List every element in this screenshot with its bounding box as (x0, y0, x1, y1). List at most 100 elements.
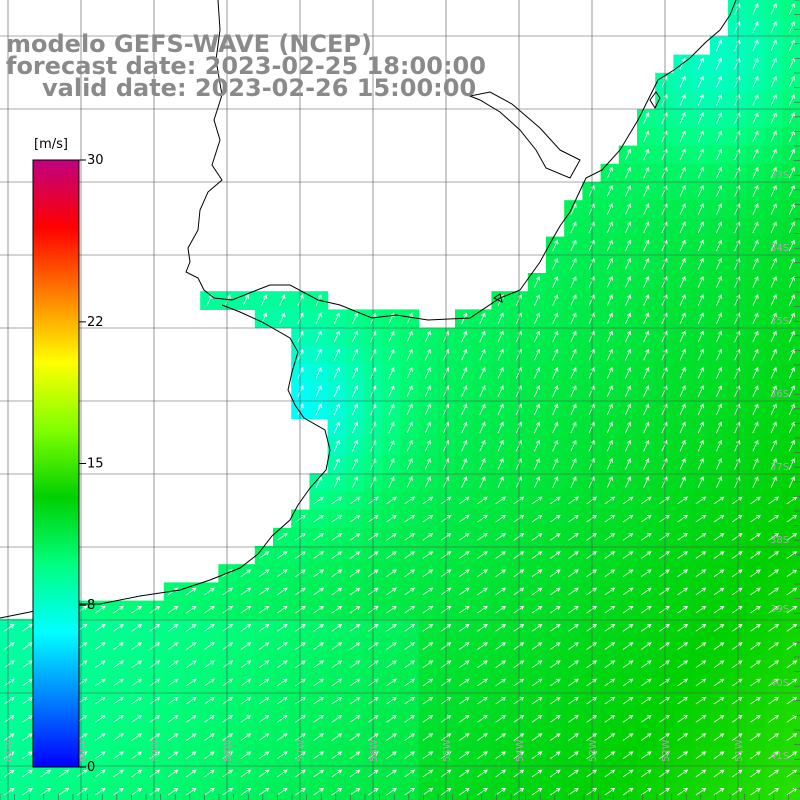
wind-arrow (315, 366, 322, 379)
wind-arrow (604, 496, 616, 505)
wind-speed-cell (709, 546, 729, 565)
wind-arrow (349, 605, 361, 614)
wind-arrow (531, 751, 543, 760)
wind-arrow (131, 715, 143, 723)
wind-arrow (568, 769, 579, 778)
wind-speed-cell (655, 564, 674, 583)
wind-arrow (315, 385, 322, 397)
wind-speed-cell (382, 655, 401, 674)
wind-arrow (204, 624, 215, 632)
wind-arrow (713, 624, 725, 632)
wind-arrow (131, 605, 143, 614)
wind-arrow (352, 385, 359, 397)
wind-arrow (313, 514, 325, 523)
wind-speed-cell (236, 600, 256, 620)
wind-arrow (552, 366, 559, 379)
wind-speed-cell (691, 709, 711, 729)
wind-speed-cell (218, 746, 238, 765)
wind-arrow (331, 496, 343, 505)
wind-speed-cell (254, 655, 274, 674)
wind-arrow (422, 624, 434, 632)
wind-speed-cell (455, 673, 474, 693)
wind-speed-cell (127, 709, 147, 729)
wind-speed-cell (546, 709, 565, 729)
wind-arrow (679, 221, 686, 234)
wind-speed-cell (764, 618, 784, 638)
wind-arrow (768, 496, 780, 505)
wind-speed-cell (273, 764, 292, 784)
wind-speed-cell (254, 764, 274, 784)
wind-speed-cell (236, 582, 256, 602)
wind-arrow (677, 569, 689, 578)
wind-speed-cell (673, 691, 693, 711)
wind-speed-cell (637, 709, 656, 729)
wind-arrow (552, 312, 559, 325)
wind-arrow (315, 403, 322, 416)
wind-speed-cell (691, 491, 711, 511)
wind-speed-cell (418, 655, 438, 674)
wind-arrow (458, 496, 470, 505)
wind-arrow (625, 421, 632, 434)
wind-arrow (388, 403, 395, 416)
wind-speed-cell (673, 546, 693, 565)
wind-arrow (386, 769, 397, 778)
wind-arrow (94, 696, 106, 705)
wind-arrow (313, 751, 325, 760)
wind-speed-cell (382, 728, 401, 747)
wind-arrow (659, 787, 670, 796)
wind-arrow (552, 457, 559, 470)
wind-arrow (734, 39, 741, 52)
wind-speed-cell (182, 764, 201, 784)
wind-arrow (22, 769, 33, 778)
wind-arrow (495, 751, 507, 760)
wind-arrow (552, 348, 559, 361)
wind-speed-cell (618, 509, 638, 529)
wind-arrow (770, 239, 777, 252)
wind-speed-cell (709, 637, 729, 656)
wind-speed-cell (473, 691, 492, 711)
wind-speed-cell (728, 527, 747, 547)
wind-arrow (479, 348, 486, 361)
wind-arrow (622, 787, 634, 796)
wind-speed-cell (382, 673, 401, 693)
wind-arrow (786, 696, 798, 705)
wind-speed-cell (728, 637, 747, 656)
wind-arrow (731, 769, 743, 778)
wind-speed-cell (109, 618, 128, 638)
wind-arrow (240, 751, 252, 760)
wind-arrow (625, 203, 632, 215)
wind-speed-cell (200, 582, 219, 602)
wind-speed-cell (618, 600, 638, 620)
wind-arrow (679, 457, 686, 470)
wind-arrow (788, 439, 795, 452)
wind-arrow (786, 496, 798, 505)
wind-speed-cell (600, 491, 620, 511)
wind-arrow (750, 696, 761, 705)
wind-arrow (458, 715, 470, 723)
wind-speed-cell (182, 655, 201, 674)
wind-speed-cell (145, 618, 165, 638)
wind-speed-cell (91, 728, 110, 747)
wind-arrow (22, 696, 33, 705)
wind-arrow (788, 275, 795, 288)
wind-arrow (752, 93, 759, 106)
wind-arrow (534, 275, 541, 288)
wind-arrow (404, 514, 416, 523)
wind-arrow (606, 312, 613, 325)
latitude-label: 41S (770, 751, 789, 762)
wind-speed-cell (655, 527, 674, 547)
wind-arrow (534, 330, 541, 343)
wind-arrow (386, 605, 397, 614)
wind-arrow (734, 148, 741, 161)
wind-arrow (331, 624, 343, 632)
wind-arrow (422, 569, 434, 578)
wind-arrow (204, 660, 215, 669)
wind-arrow (495, 587, 507, 596)
wind-arrow (606, 221, 613, 234)
wind-arrow (606, 330, 613, 343)
wind-arrow (404, 678, 416, 687)
wind-speed-cell (527, 746, 547, 765)
wind-arrow (388, 366, 395, 379)
wind-arrow (185, 787, 197, 796)
wind-arrow (661, 239, 668, 252)
